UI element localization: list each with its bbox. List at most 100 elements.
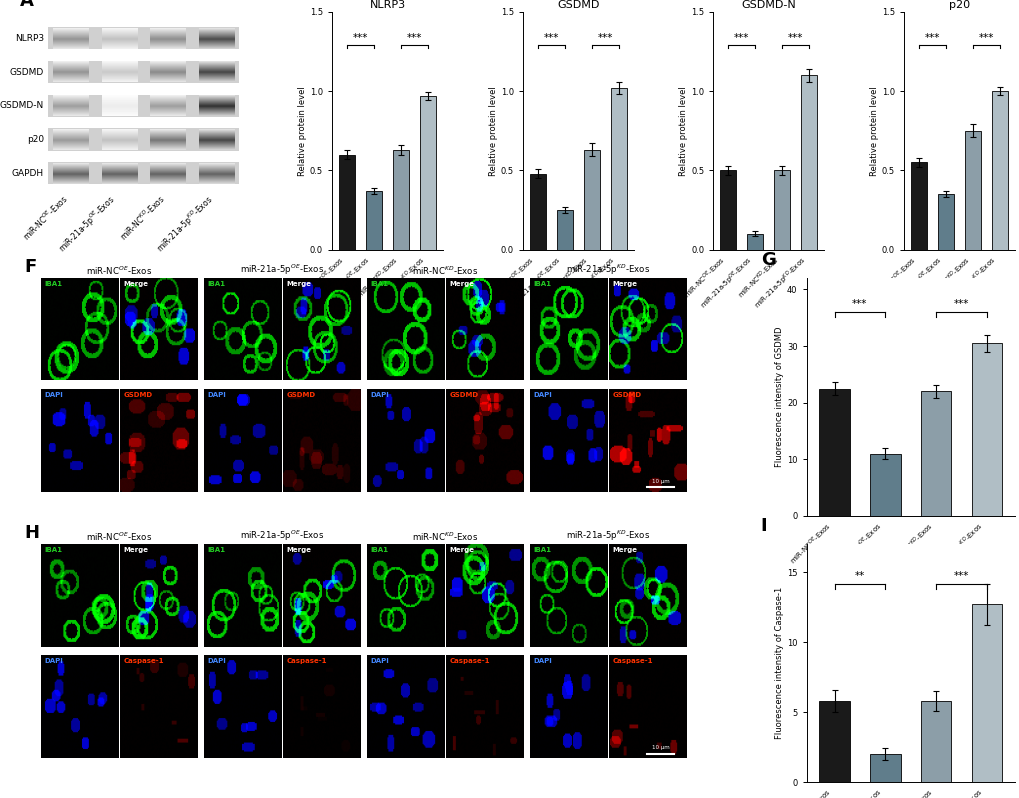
- Text: ***: ***: [543, 33, 558, 43]
- Text: GSDMD: GSDMD: [449, 393, 478, 398]
- Bar: [910, 163, 926, 250]
- Text: IBA1: IBA1: [44, 547, 62, 553]
- Text: miR-21a-5p$^{KD}$-Exos: miR-21a-5p$^{KD}$-Exos: [154, 192, 217, 255]
- Text: IBA1: IBA1: [44, 281, 62, 286]
- Bar: [529, 174, 545, 250]
- Text: GSDMD-N: GSDMD-N: [0, 101, 44, 110]
- Bar: [971, 343, 1002, 516]
- Text: GSDMD: GSDMD: [286, 393, 316, 398]
- Y-axis label: Relative protein level: Relative protein level: [298, 86, 307, 176]
- Bar: [610, 88, 627, 250]
- Y-axis label: Fluorescence intensity of GSDMD: Fluorescence intensity of GSDMD: [774, 326, 784, 468]
- Text: p20: p20: [26, 135, 44, 144]
- Bar: [48, 128, 238, 151]
- Text: DAPI: DAPI: [44, 658, 62, 665]
- Text: miR-21a-5p$^{OE}$-Exos: miR-21a-5p$^{OE}$-Exos: [56, 192, 119, 255]
- Text: miR-21a-5p$^{KD}$-Exos: miR-21a-5p$^{KD}$-Exos: [566, 529, 650, 543]
- Text: Caspase-1: Caspase-1: [123, 658, 164, 665]
- Title: p20: p20: [948, 0, 969, 10]
- Text: Merge: Merge: [286, 281, 312, 286]
- Bar: [338, 155, 355, 250]
- Title: GSDMD-N: GSDMD-N: [741, 0, 796, 10]
- Bar: [48, 27, 238, 49]
- Text: Merge: Merge: [286, 547, 312, 553]
- Text: ***: ***: [597, 33, 612, 43]
- Text: Merge: Merge: [449, 281, 474, 286]
- Text: **: **: [854, 571, 864, 581]
- Bar: [869, 754, 900, 782]
- Text: GSDMD: GSDMD: [9, 68, 44, 77]
- Text: DAPI: DAPI: [532, 658, 551, 665]
- Title: GSDMD: GSDMD: [556, 0, 599, 10]
- Bar: [936, 194, 953, 250]
- Text: miR-21a-5p$^{OE}$-Exos: miR-21a-5p$^{OE}$-Exos: [240, 263, 324, 277]
- Bar: [920, 391, 951, 516]
- Text: miR-21a-5p$^{KD}$-Exos: miR-21a-5p$^{KD}$-Exos: [566, 263, 650, 277]
- Bar: [48, 162, 238, 184]
- Text: IBA1: IBA1: [370, 547, 387, 553]
- Text: DAPI: DAPI: [370, 658, 388, 665]
- Title: NLRP3: NLRP3: [369, 0, 406, 10]
- Bar: [48, 95, 238, 117]
- Text: ***: ***: [924, 33, 940, 43]
- Text: I: I: [760, 517, 766, 535]
- Y-axis label: Relative protein level: Relative protein level: [869, 86, 878, 176]
- Text: NLRP3: NLRP3: [14, 34, 44, 43]
- Text: IBA1: IBA1: [207, 281, 225, 286]
- Bar: [420, 96, 436, 250]
- Text: DAPI: DAPI: [370, 393, 388, 398]
- Bar: [583, 150, 599, 250]
- Bar: [719, 171, 736, 250]
- Text: Caspase-1: Caspase-1: [286, 658, 327, 665]
- Bar: [818, 701, 849, 782]
- Text: ***: ***: [852, 299, 867, 310]
- Text: F: F: [23, 258, 36, 276]
- Text: ***: ***: [953, 571, 968, 581]
- Text: miR-NC$^{OE}$-Exos: miR-NC$^{OE}$-Exos: [87, 531, 153, 543]
- Bar: [392, 150, 409, 250]
- Text: DAPI: DAPI: [207, 658, 225, 665]
- Text: ***: ***: [788, 33, 803, 43]
- Text: GSDMD: GSDMD: [123, 393, 153, 398]
- Text: ***: ***: [978, 33, 994, 43]
- Text: A: A: [19, 0, 34, 10]
- Text: Caspase-1: Caspase-1: [612, 658, 652, 665]
- Bar: [964, 131, 980, 250]
- Text: IBA1: IBA1: [370, 281, 387, 286]
- Text: miR-NC$^{OE}$-Exos: miR-NC$^{OE}$-Exos: [20, 192, 70, 243]
- Text: Caspase-1: Caspase-1: [449, 658, 490, 665]
- Text: ***: ***: [734, 33, 749, 43]
- Text: G: G: [760, 251, 774, 269]
- Bar: [920, 701, 951, 782]
- Y-axis label: Relative protein level: Relative protein level: [488, 86, 497, 176]
- Text: Merge: Merge: [449, 547, 474, 553]
- Text: IBA1: IBA1: [532, 547, 550, 553]
- Text: DAPI: DAPI: [44, 393, 62, 398]
- Y-axis label: Fluorescence intensity of Caspase-1: Fluorescence intensity of Caspase-1: [774, 587, 784, 739]
- Bar: [366, 191, 382, 250]
- Text: H: H: [23, 524, 39, 542]
- Text: Merge: Merge: [612, 547, 637, 553]
- Bar: [971, 604, 1002, 782]
- Text: miR-21a-5p$^{OE}$-Exos: miR-21a-5p$^{OE}$-Exos: [240, 529, 324, 543]
- Text: IBA1: IBA1: [207, 547, 225, 553]
- Y-axis label: Relative protein level: Relative protein level: [679, 86, 688, 176]
- Bar: [818, 389, 849, 516]
- Text: IBA1: IBA1: [532, 281, 550, 286]
- Text: GAPDH: GAPDH: [12, 169, 44, 178]
- Bar: [48, 61, 238, 83]
- Bar: [869, 453, 900, 516]
- Text: miR-NC$^{KD}$-Exos: miR-NC$^{KD}$-Exos: [412, 265, 478, 277]
- Text: Merge: Merge: [123, 547, 149, 553]
- Text: ***: ***: [353, 33, 368, 43]
- Text: Merge: Merge: [123, 281, 149, 286]
- Text: miR-NC$^{KD}$-Exos: miR-NC$^{KD}$-Exos: [117, 192, 168, 243]
- Text: GSDMD: GSDMD: [612, 393, 641, 398]
- Text: ***: ***: [953, 299, 968, 310]
- Bar: [747, 234, 762, 250]
- Text: 10 μm: 10 μm: [651, 479, 668, 484]
- Text: miR-NC$^{OE}$-Exos: miR-NC$^{OE}$-Exos: [87, 265, 153, 277]
- Bar: [556, 210, 573, 250]
- Text: miR-NC$^{KD}$-Exos: miR-NC$^{KD}$-Exos: [412, 531, 478, 543]
- Text: 10 μm: 10 μm: [651, 745, 668, 750]
